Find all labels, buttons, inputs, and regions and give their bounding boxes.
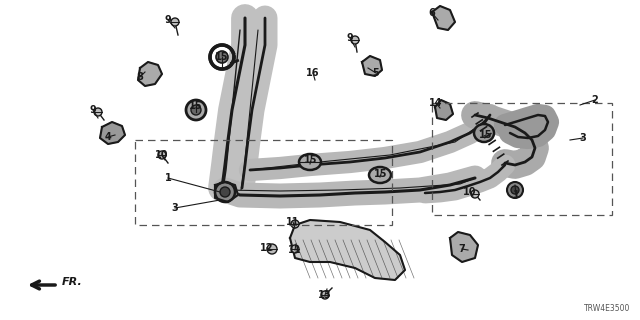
Text: 13: 13 (318, 290, 332, 300)
Text: 4: 4 (104, 132, 111, 142)
Circle shape (158, 151, 166, 159)
Polygon shape (450, 232, 478, 262)
Polygon shape (435, 100, 453, 120)
Polygon shape (215, 182, 238, 202)
Ellipse shape (299, 154, 321, 170)
Circle shape (94, 108, 102, 116)
Text: 5: 5 (372, 68, 380, 78)
Circle shape (220, 187, 230, 197)
Text: 15: 15 (215, 52, 228, 62)
Ellipse shape (474, 124, 494, 142)
Text: 2: 2 (591, 95, 598, 105)
Text: 12: 12 (260, 243, 274, 253)
Text: 14: 14 (429, 98, 443, 108)
Circle shape (291, 220, 299, 228)
Circle shape (351, 36, 359, 44)
Text: 6: 6 (429, 8, 435, 18)
Text: TRW4E3500: TRW4E3500 (584, 304, 630, 313)
Text: 11: 11 (288, 245, 301, 255)
Polygon shape (290, 220, 405, 280)
Text: 10: 10 (463, 187, 477, 197)
Bar (135, 140, 392, 225)
Circle shape (267, 244, 277, 254)
Circle shape (291, 245, 299, 253)
Text: FR.: FR. (62, 277, 83, 287)
Text: 15: 15 (479, 130, 493, 140)
Circle shape (507, 182, 523, 198)
Circle shape (321, 291, 329, 299)
Text: 7: 7 (459, 244, 465, 254)
Text: 15: 15 (189, 101, 203, 111)
Polygon shape (138, 62, 162, 86)
Text: 9: 9 (347, 33, 353, 43)
Polygon shape (362, 56, 382, 76)
Circle shape (191, 105, 201, 115)
Bar (432, 103, 612, 215)
Text: 3: 3 (580, 133, 586, 143)
Text: 10: 10 (156, 150, 169, 160)
Polygon shape (100, 122, 125, 144)
Ellipse shape (369, 167, 391, 183)
Text: 9: 9 (90, 105, 97, 115)
Text: 8: 8 (136, 72, 143, 82)
Text: 15: 15 (304, 155, 317, 165)
Circle shape (471, 190, 479, 198)
Circle shape (216, 51, 228, 63)
Circle shape (186, 100, 206, 120)
Text: 9: 9 (164, 15, 172, 25)
Text: 11: 11 (286, 217, 300, 227)
Circle shape (511, 186, 519, 194)
Circle shape (215, 182, 235, 202)
Text: 1: 1 (513, 190, 520, 200)
Text: 3: 3 (172, 203, 179, 213)
Polygon shape (432, 6, 455, 30)
Text: 15: 15 (374, 169, 388, 179)
Text: 16: 16 (307, 68, 320, 78)
Circle shape (171, 18, 179, 26)
Text: 1: 1 (164, 173, 172, 183)
